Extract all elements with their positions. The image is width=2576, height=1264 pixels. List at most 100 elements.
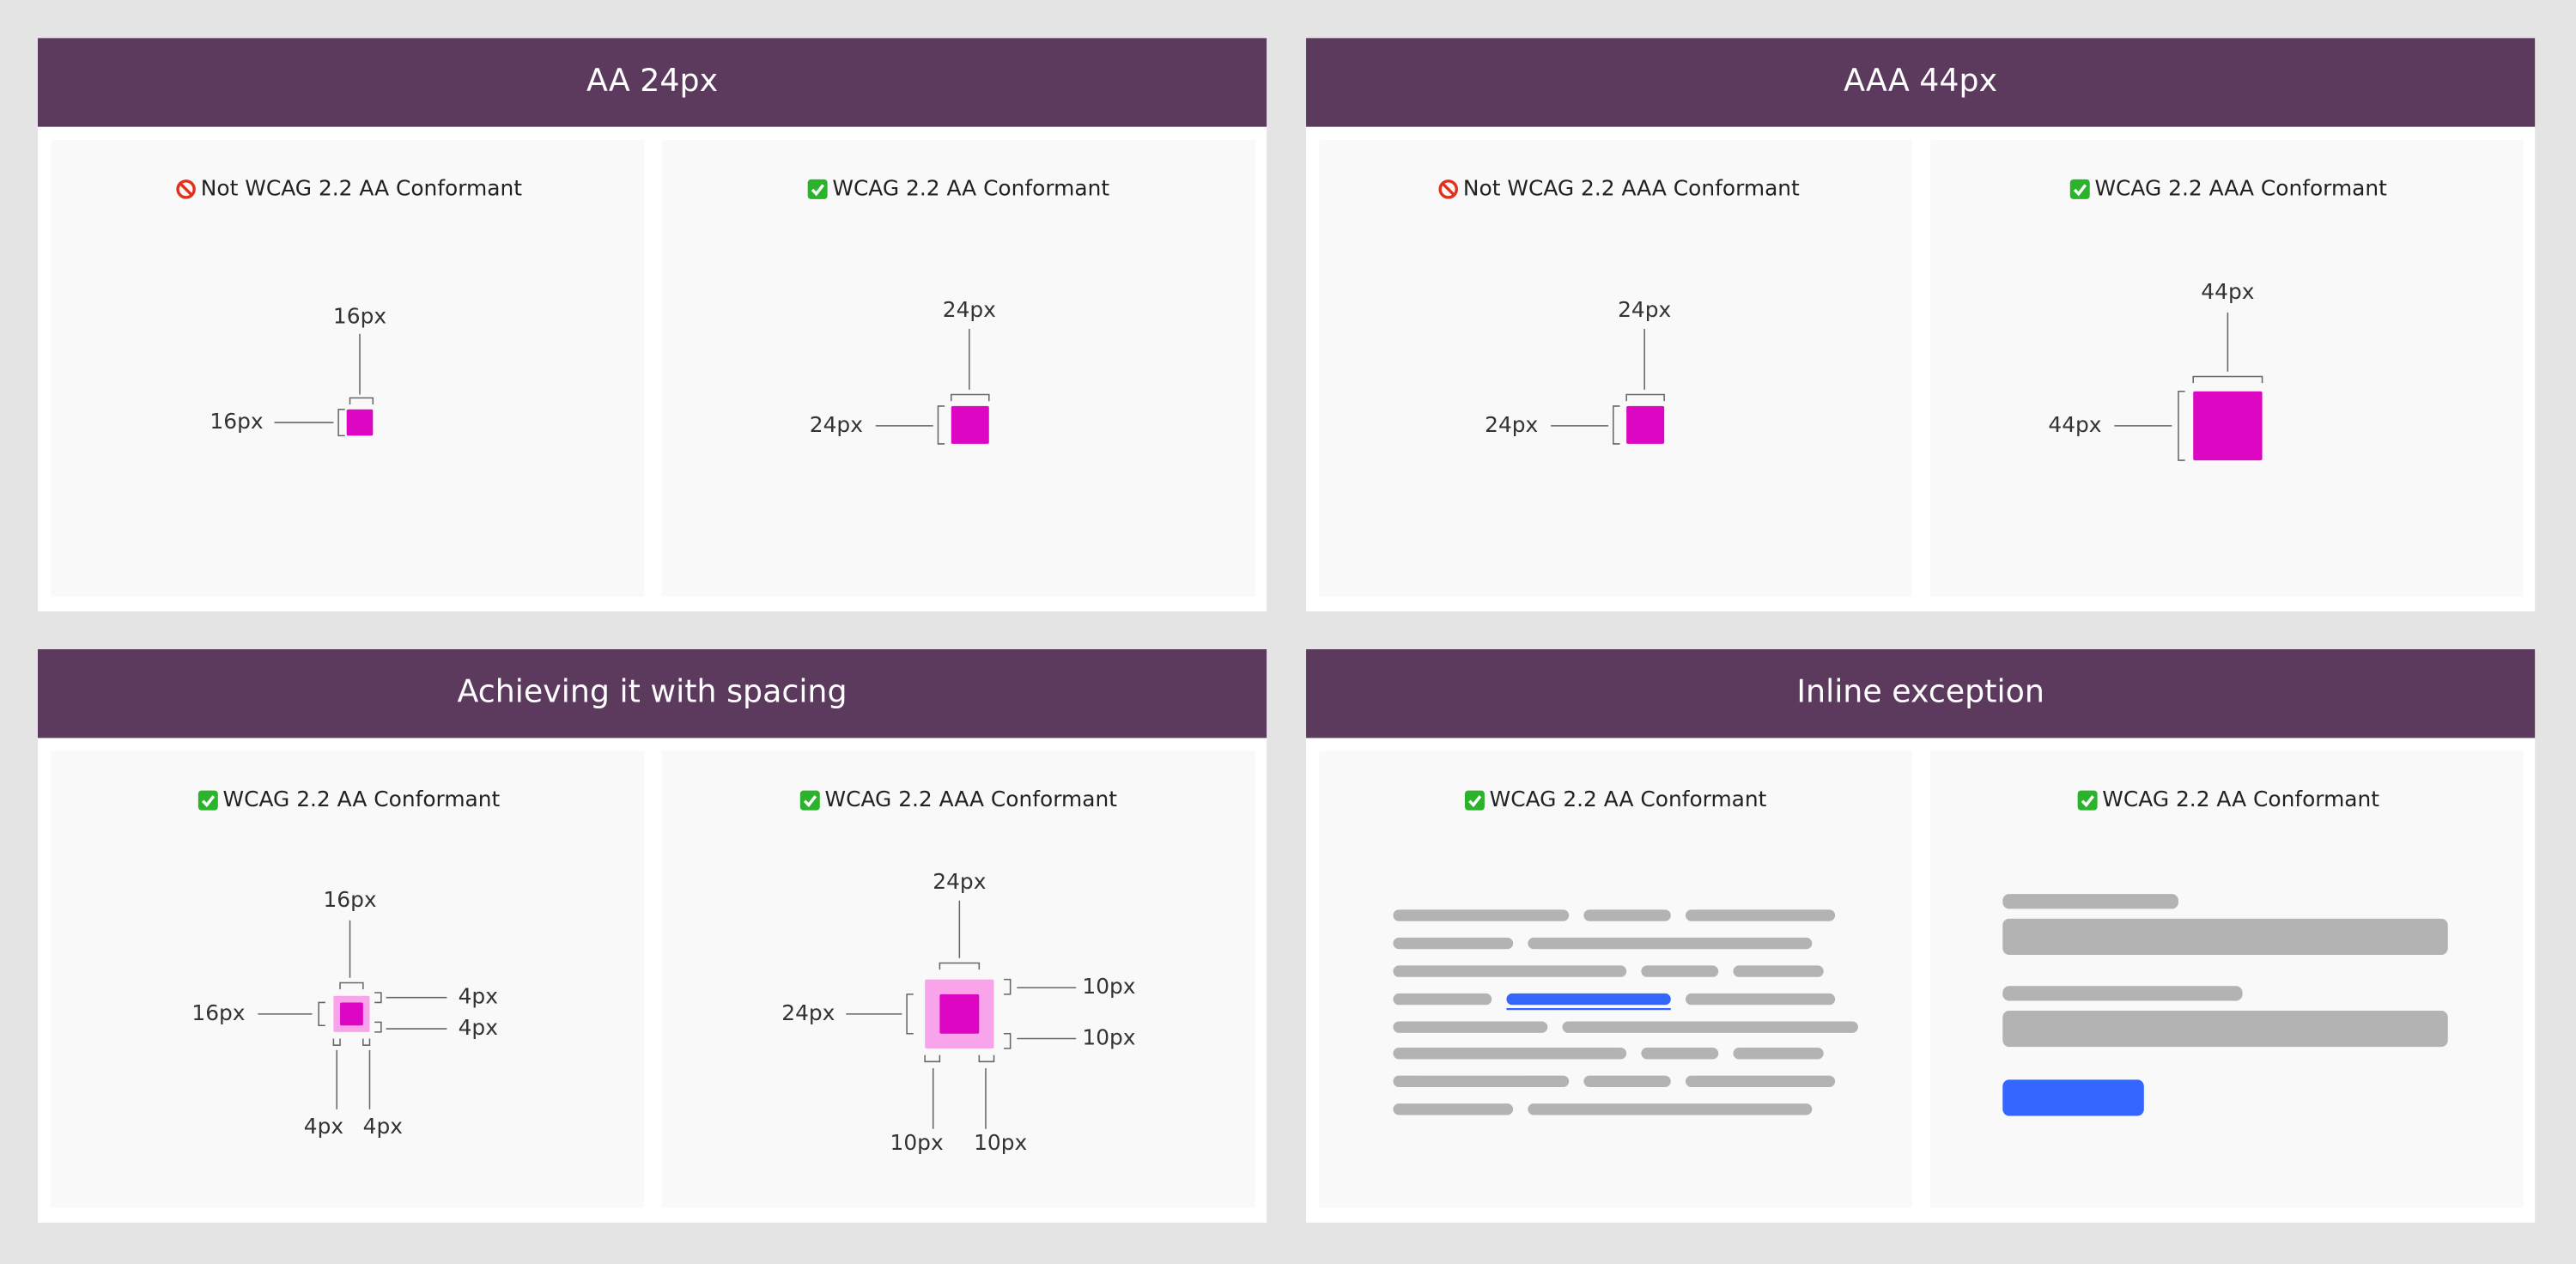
dimension-label: 10px — [974, 1130, 1027, 1155]
card-heading: WCAG 2.2 AA Conformant — [832, 175, 1109, 200]
text-line — [1641, 965, 1719, 977]
dimension-bracket — [937, 405, 945, 445]
text-line — [1686, 993, 1836, 1006]
target — [951, 405, 989, 444]
dimension-bracket — [349, 397, 374, 405]
icon-check-mark — [2073, 184, 2087, 197]
dimension-label: 24px — [781, 1000, 835, 1025]
dimension-bracket — [1004, 1033, 1012, 1049]
card-heading: WCAG 2.2 AA Conformant — [1490, 787, 1767, 811]
card-heading: WCAG 2.2 AA Conformant — [2102, 787, 2379, 811]
target — [939, 994, 980, 1034]
dimension-label: 16px — [323, 887, 376, 912]
dimension-label: 16px — [333, 304, 386, 329]
dimension-bracket — [2192, 375, 2263, 384]
dimension-label: 44px — [2201, 279, 2254, 304]
panel-header — [38, 649, 1267, 738]
dimension-label: 10px — [1082, 1025, 1135, 1050]
text-line — [1393, 993, 1492, 1006]
dimension-bracket — [939, 962, 981, 970]
form-label — [2002, 894, 2178, 909]
dimension-bracket — [337, 408, 345, 437]
dimension-label: 24px — [933, 869, 986, 894]
icon-check-mark — [811, 184, 825, 197]
text-line — [1583, 1075, 1671, 1087]
icon-check — [1464, 790, 1485, 811]
dimension-bracket — [951, 393, 990, 402]
dimension-label: 4px — [363, 1114, 403, 1139]
dimension-label: 24px — [1618, 297, 1671, 322]
icon-check-mark — [803, 795, 817, 808]
text-line — [1528, 1103, 1813, 1115]
dimension-label: 24px — [943, 297, 996, 322]
panel: Achieving it with spacing WCAG 2.2 AA Con… — [38, 649, 1267, 1223]
dimension-label: 24px — [810, 412, 863, 437]
panel-header — [38, 38, 1267, 127]
dimension-bracket — [318, 1001, 325, 1026]
target — [340, 1002, 363, 1026]
icon-check-mark — [2081, 795, 2094, 808]
dimension-bracket — [2178, 390, 2185, 461]
panel: AAA 44px Not WCAG 2.2 AAA Conformant 24px 2… — [1306, 38, 2536, 612]
card — [662, 139, 1255, 597]
form-button — [2002, 1079, 2144, 1116]
dimension-label: 10px — [890, 1130, 944, 1155]
dimension-label: 4px — [459, 984, 498, 1009]
icon-check — [799, 790, 820, 811]
text-line — [1583, 909, 1671, 921]
dimension-label: 16px — [191, 1000, 245, 1025]
dimension-bracket — [1613, 405, 1620, 445]
card-heading: WCAG 2.2 AAA Conformant — [2094, 175, 2387, 200]
icon-check — [2077, 790, 2098, 811]
icon-check — [2069, 179, 2090, 199]
dimension-label: 24px — [1485, 412, 1538, 437]
card-heading: Not WCAG 2.2 AA Conformant — [201, 175, 522, 200]
dimension-bracket — [374, 992, 382, 1004]
dimension-bracket — [1004, 978, 1012, 995]
target — [2193, 391, 2263, 461]
form-input — [2002, 1011, 2448, 1048]
dimension-bracket — [1625, 393, 1665, 402]
icon-prohibited — [176, 179, 196, 199]
panel: Inline exception WCAG 2.2 AA Conformant WC… — [1306, 649, 2536, 1223]
card — [1319, 750, 1913, 1208]
card — [51, 750, 645, 1208]
dimension-label: 4px — [459, 1015, 498, 1040]
dimension-label: 16px — [210, 409, 263, 434]
panel: AA 24px Not WCAG 2.2 AA Conformant 16px 16p… — [38, 38, 1267, 612]
dimension-bracket — [924, 1054, 941, 1063]
icon-prohibited — [1438, 179, 1458, 199]
card-heading: Not WCAG 2.2 AAA Conformant — [1463, 175, 1800, 200]
text-line — [1393, 909, 1570, 921]
text-line — [1686, 1075, 1836, 1087]
dimension-bracket — [339, 981, 364, 990]
panel-title: Achieving it with spacing — [458, 673, 848, 710]
dimension-bracket — [362, 1038, 371, 1046]
text-line — [1562, 1021, 1858, 1033]
text-line — [1733, 1048, 1824, 1060]
panel-title: Inline exception — [1796, 673, 2044, 710]
inline-link — [1506, 993, 1671, 1006]
text-line — [1393, 937, 1514, 950]
card-heading: WCAG 2.2 AAA Conformant — [825, 787, 1118, 811]
target — [346, 409, 374, 436]
card-heading: WCAG 2.2 AA Conformant — [223, 787, 501, 811]
card — [1930, 139, 2524, 597]
panel-header — [1306, 649, 2536, 738]
text-line — [1393, 1103, 1514, 1115]
dimension-bracket — [374, 1021, 382, 1033]
text-line — [1393, 1075, 1570, 1087]
dimension-label: 10px — [1082, 974, 1135, 999]
panel-title: AAA 44px — [1844, 62, 1997, 99]
card — [1319, 139, 1913, 597]
form-input — [2002, 918, 2448, 955]
dimension-bracket — [978, 1054, 995, 1063]
text-line — [1528, 937, 1813, 950]
target — [1626, 405, 1665, 444]
text-line — [1686, 909, 1836, 921]
panel-title: AA 24px — [586, 62, 718, 99]
card — [51, 139, 645, 597]
icon-check-mark — [201, 795, 216, 808]
text-line — [1393, 1021, 1548, 1033]
